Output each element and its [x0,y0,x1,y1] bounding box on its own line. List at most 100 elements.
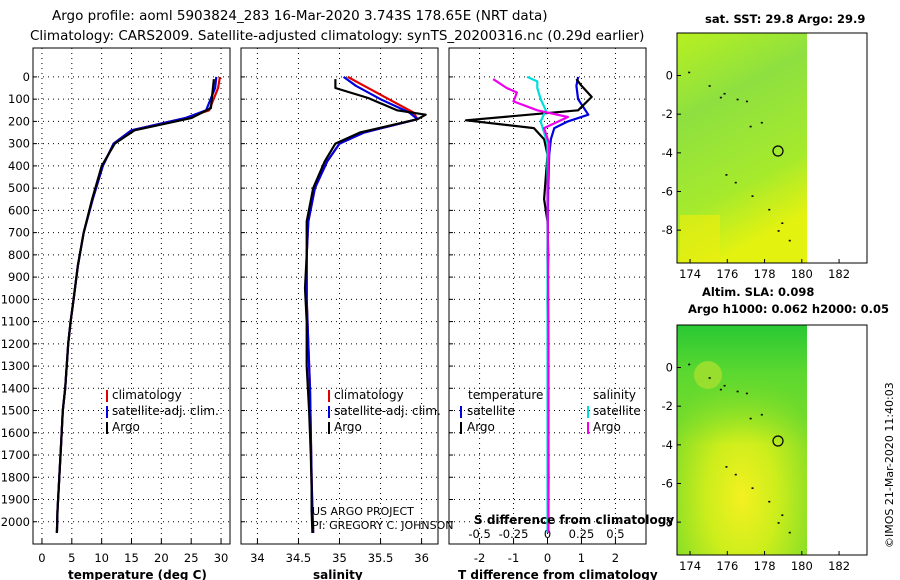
sla-map-title2: Argo h1000: 0.062 h2000: 0.05 [688,302,889,316]
island-dot [688,363,691,366]
salinity-legend: climatology satellite-adj. clim. Argo [328,388,441,434]
island-dot [708,377,711,379]
series-line-t-argo [464,78,593,533]
island-dot [749,125,752,128]
island-dot [708,85,711,87]
island-dot [719,96,722,99]
legend-t-argo: Argo [467,420,495,434]
difference-x-label2: S difference from climatology [474,513,674,527]
sla-map-axes [676,324,868,556]
lon-tick-label: 176 [716,559,738,573]
x-tick-label: 30 [214,551,229,565]
lat-tick-label: 0 [666,69,673,83]
x-tick-label: 34 [250,551,265,565]
lon-tick-label: 182 [828,559,850,573]
lon-tick-label: 174 [679,267,701,281]
sst-map-axes [676,32,868,264]
island-dot [788,531,791,534]
island-dot [688,71,691,74]
lat-tick-label: -6 [662,476,673,490]
island-dot [768,208,771,211]
lat-tick-label: -4 [662,146,673,160]
temperature-legend: climatology satellite-adj. clim. Argo [106,388,219,434]
lat-tick-label: -2 [662,399,673,413]
lat-tick-label: -6 [662,184,673,198]
lat-tick-label: 0 [666,361,673,375]
temperature-axes [32,47,231,545]
lon-tick-label: 176 [716,267,738,281]
s-diff-tick-label: 0 [544,527,551,541]
difference-grid [449,48,646,544]
legend-argo: Argo [112,420,140,434]
series-line-climatology [305,75,419,533]
sla-map-title1: Altim. SLA: 0.098 [702,285,814,299]
island-dot [760,413,763,416]
island-dot [788,239,791,242]
temperature-grid [33,48,230,544]
depth-tick: 1100 [1,315,30,329]
lon-tick-label: 182 [828,267,850,281]
island-dot [725,466,728,468]
difference-legend: temperature salinity satellite Argo sate… [460,388,641,434]
island-dot [725,174,728,176]
difference-x-tick-labels: -2 -1 0 1 2 [474,551,619,565]
imos-credit: ©IMOS 21-Mar-2020 11:40:03 [883,382,896,548]
pi-annotation: PI: GREGORY C. JOHNSON [312,519,453,532]
s-diff-tick-label: -0.25 [499,527,529,541]
legend-climatology: climatology [112,388,182,402]
temperature-x-tick-labels: 0 5 10 15 20 25 30 [38,551,228,565]
sst-island-dots [688,71,791,242]
island-dot [777,230,780,232]
sst-map-title: sat. SST: 29.8 Argo: 29.9 [705,12,865,26]
x-tick-label: 0 [544,551,551,565]
island-dot [745,392,748,395]
island-dot [734,181,737,184]
island-dot [751,487,754,489]
series-line-s-argo [492,78,570,533]
sst-warm-patch [680,215,720,263]
salinity-x-tick-labels: 34 34.5 35 35.5 36 [250,551,429,565]
depth-tick: 0 [23,70,30,84]
island-dot [760,121,763,124]
x-tick-label: 36 [414,551,429,565]
lat-tick-label: -4 [662,438,673,452]
salinity-x-label: salinity [313,568,363,580]
s-diff-tick-label: 0.5 [606,527,624,541]
x-tick-label: 34.5 [286,551,312,565]
sst-argo-marker [772,145,784,157]
legend-temperature-title: temperature [468,388,543,402]
x-tick-label: 35.5 [368,551,394,565]
island-dot [719,388,722,391]
sst-map-tick-labels: 174 176 178 180 182 0 -2 -4 -6 -8 [662,69,851,281]
depth-tick: 2000 [1,515,30,529]
lat-tick-label: -8 [662,223,673,237]
figure-title-line1: Argo profile: aoml 5903824_283 16-Mar-20… [52,8,548,24]
difference-series [464,75,593,533]
project-annotation: US ARGO PROJECT [312,505,414,518]
island-dot [781,222,784,225]
salinity-series [303,75,427,533]
depth-tick-labels: 0 100 200 300 400 500 600 700 800 900 1000 1100 1200… [1,70,30,529]
x-tick-label: 1 [578,551,585,565]
temperature-x-label: temperature (deg C) [68,568,207,580]
legend-satellite: satellite-adj. clim. [334,404,441,418]
x-tick-label: 10 [94,551,109,565]
series-line-satellite-adj-clim- [55,76,218,533]
series-line-satellite-adj-clim- [305,76,419,533]
lat-tick-label: -2 [662,107,673,121]
island-dot [781,514,784,517]
island-dot [751,195,754,197]
depth-tick: 800 [8,248,30,262]
depth-tick: 1500 [1,404,30,418]
depth-tick: 1900 [1,493,30,507]
sla-island-dots [688,363,791,534]
difference-x-label: T difference from climatology [458,568,658,580]
lon-tick-label: 178 [754,559,776,573]
island-dot [734,473,737,476]
depth-tick: 300 [8,137,30,151]
figure-title-line2: Climatology: CARS2009. Satellite-adjuste… [30,28,644,44]
island-dot [745,100,748,103]
salinity-difference-tick-labels: -0.5 -0.25 0 0.25 0.5 [468,527,624,541]
x-tick-label: -2 [474,551,485,565]
